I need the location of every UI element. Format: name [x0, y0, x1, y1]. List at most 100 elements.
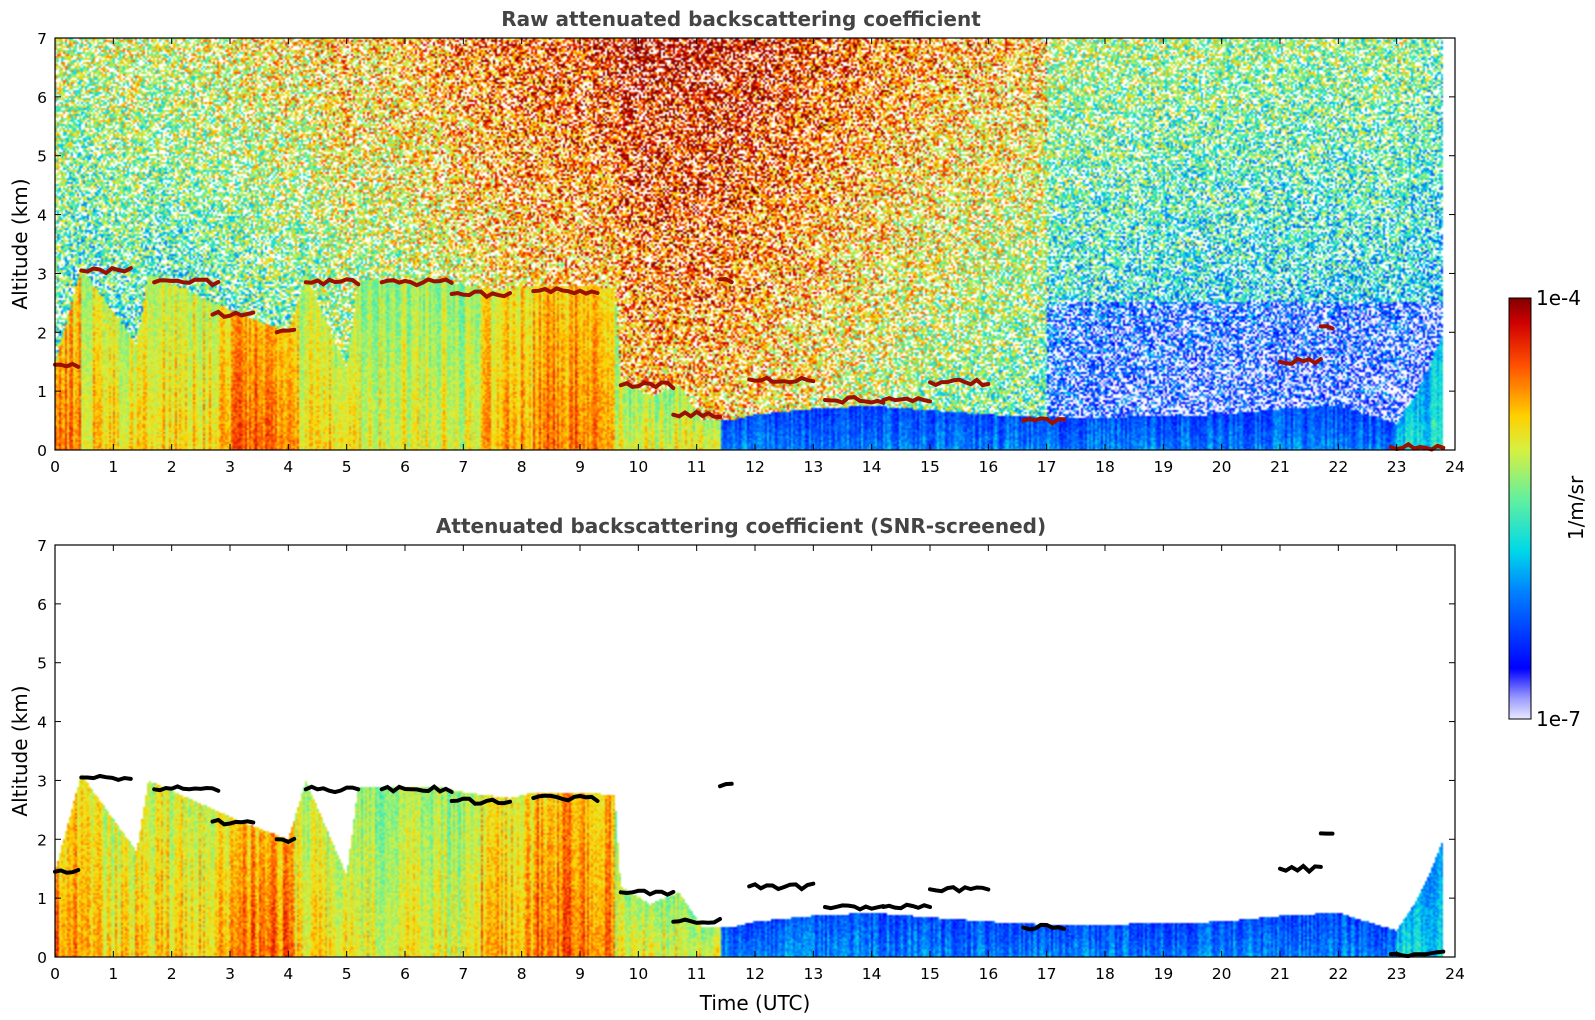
cloud-layer — [274, 327, 297, 335]
cloud-layer — [823, 395, 886, 405]
x-tick-label: 1 — [108, 458, 118, 476]
cloud-layer — [1021, 922, 1067, 932]
cloud-layer — [823, 903, 886, 912]
x-tick-label: 21 — [1270, 965, 1290, 983]
x-tick-label: 12 — [745, 965, 765, 983]
cloud-layer — [210, 817, 256, 827]
x-tick-label: 22 — [1328, 965, 1348, 983]
x-tick-label: 0 — [50, 458, 60, 476]
colorbar-min-label: 1e-7 — [1536, 707, 1581, 731]
cloud-layer — [928, 885, 991, 894]
cloud-layer — [671, 917, 722, 925]
cloud-layer — [379, 277, 454, 288]
cloud-layer — [1278, 863, 1323, 875]
x-tick-label: 23 — [1387, 458, 1407, 476]
x-tick-label: 5 — [342, 458, 352, 476]
cloud-layer — [152, 277, 221, 288]
y-tick-label: 5 — [37, 148, 47, 166]
cloud-layer — [671, 409, 722, 419]
cloud-layer — [152, 784, 221, 793]
y-tick-label: 0 — [37, 949, 47, 967]
x-tick-label: 13 — [803, 965, 823, 983]
panel-screened-title: Attenuated backscattering coefficient (S… — [436, 514, 1046, 538]
x-tick-label: 22 — [1328, 458, 1348, 476]
x-tick-label: 21 — [1270, 458, 1290, 476]
x-tick-label: 17 — [1037, 458, 1057, 476]
panel-raw-cloud-layers — [53, 265, 1446, 452]
x-tick-label: 10 — [628, 458, 648, 476]
cloud-layer — [53, 361, 81, 369]
cloud-layer — [303, 784, 361, 795]
y-tick-label: 0 — [37, 442, 47, 460]
y-tick-label: 2 — [37, 831, 47, 849]
y-tick-label: 2 — [37, 324, 47, 342]
x-tick-label: 8 — [517, 965, 527, 983]
cloud-layer — [449, 289, 512, 300]
x-tick-label: 6 — [400, 965, 410, 983]
x-tick-label: 15 — [920, 965, 940, 983]
panel-raw-y-label: Altitude (km) — [8, 178, 32, 309]
cloud-layer — [1021, 416, 1067, 426]
x-tick-label: 24 — [1445, 458, 1465, 476]
cloud-layer — [747, 375, 816, 385]
x-tick-label: 15 — [920, 458, 940, 476]
y-tick-label: 6 — [37, 89, 47, 107]
x-tick-label: 18 — [1095, 965, 1115, 983]
panel-raw-x-axis: 0 1 2 3 4 5 6 7 8 9 10 11 12 13 14 15 16 17 18 19 20 21 22 23 24 — [50, 38, 1465, 476]
cloud-layer — [1278, 356, 1323, 366]
y-tick-label: 4 — [37, 714, 47, 732]
x-tick-label: 14 — [862, 458, 882, 476]
y-tick-label: 7 — [37, 537, 47, 555]
x-tick-label: 14 — [862, 965, 882, 983]
x-tick-label: 20 — [1212, 965, 1232, 983]
x-tick-label: 11 — [687, 965, 707, 983]
colorbar-unit-label: 1/m/sr — [1564, 475, 1588, 540]
panel-screened-cloud-edges — [53, 773, 1446, 959]
x-tick-label: 7 — [458, 965, 468, 983]
x-tick-label: 16 — [978, 458, 998, 476]
y-tick-label: 3 — [37, 772, 47, 790]
cloud-layer — [618, 888, 676, 897]
panel-screened-y-axis: 0 1 2 3 4 5 6 7 — [37, 537, 1455, 967]
x-tick-label: 12 — [745, 458, 765, 476]
panel-raw-title: Raw attenuated backscattering coefficien… — [501, 7, 981, 31]
x-tick-label: 7 — [458, 458, 468, 476]
cloud-layer — [881, 902, 932, 911]
x-tick-label: 19 — [1153, 965, 1173, 983]
panel-raw-y-axis: 0 1 2 3 4 5 6 7 — [37, 30, 1455, 460]
x-tick-label: 0 — [50, 965, 60, 983]
x-tick-label: 2 — [167, 965, 177, 983]
panel-raw-heatmap — [55, 38, 1455, 450]
y-tick-label: 1 — [37, 890, 47, 908]
colorbar-gradient — [1508, 297, 1532, 720]
cloud-layer — [1318, 324, 1335, 331]
y-tick-label: 6 — [37, 596, 47, 614]
cloud-layer — [531, 286, 600, 296]
cloud-layer — [718, 277, 734, 285]
y-tick-label: 1 — [37, 383, 47, 401]
panel-raw: Raw attenuated backscattering coefficien… — [8, 7, 1465, 476]
x-tick-label: 11 — [687, 458, 707, 476]
x-tick-label: 8 — [517, 458, 527, 476]
cloud-layer — [531, 793, 600, 803]
panel-screened: Attenuated backscattering coefficient (S… — [8, 514, 1465, 1015]
y-tick-label: 3 — [37, 265, 47, 283]
x-tick-label: 20 — [1212, 458, 1232, 476]
cloud-layer — [928, 377, 991, 388]
panel-screened-y-label: Altitude (km) — [8, 685, 32, 816]
x-tick-label: 13 — [803, 458, 823, 476]
cloud-layer — [274, 836, 297, 845]
panel-screened-x-label: Time (UTC) — [699, 991, 811, 1015]
x-tick-label: 24 — [1445, 965, 1465, 983]
colorbar: 1e-4 1e-7 1/m/sr — [1508, 286, 1588, 731]
cloud-layer — [881, 395, 932, 404]
y-tick-label: 4 — [37, 207, 47, 225]
cloud-layer — [618, 380, 676, 391]
x-tick-label: 4 — [283, 458, 293, 476]
x-tick-label: 3 — [225, 965, 235, 983]
cloud-layer — [79, 265, 133, 276]
x-tick-label: 19 — [1153, 458, 1173, 476]
x-tick-label: 23 — [1387, 965, 1407, 983]
x-tick-label: 16 — [978, 965, 998, 983]
